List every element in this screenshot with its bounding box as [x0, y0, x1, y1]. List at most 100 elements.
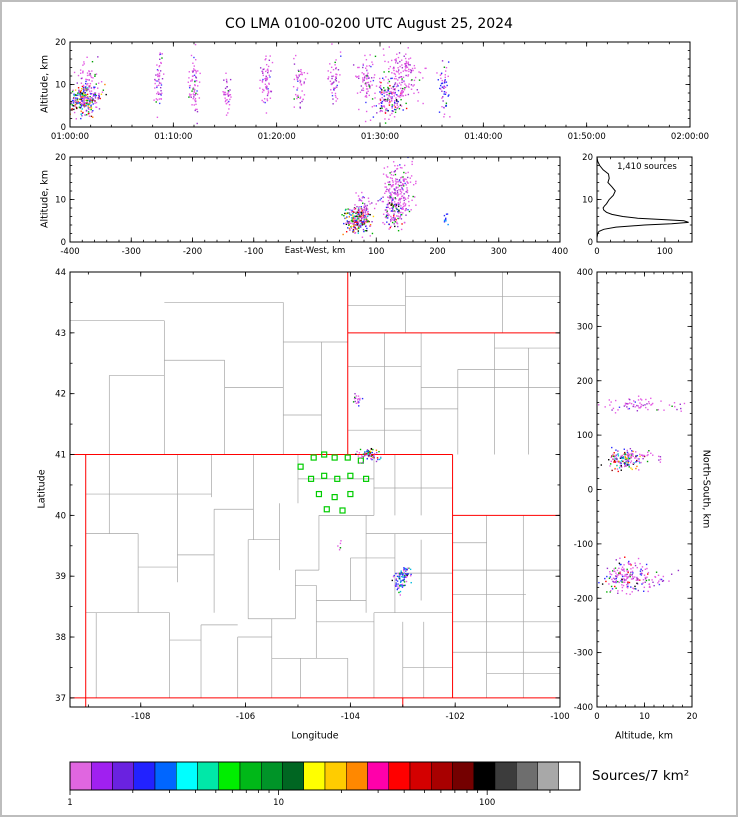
map-y-axis-label: Latitude [36, 469, 48, 509]
svg-text:100: 100 [368, 247, 384, 257]
lma-station-marker [315, 490, 323, 498]
ns-x-axis-label: Altitude, km [615, 730, 673, 742]
svg-text:20: 20 [55, 38, 66, 48]
colorbar-cell [324, 761, 347, 791]
colorbar-cell [388, 761, 411, 791]
svg-text:01:40:00: 01:40:00 [464, 132, 502, 142]
source-count-label: 1,410 sources [617, 162, 677, 172]
svg-text:-200: -200 [574, 594, 593, 604]
ew-x-axis-label: East-West, km [284, 246, 346, 256]
colorbar-cell [154, 761, 177, 791]
svg-text:37: 37 [55, 694, 66, 704]
svg-text:-200: -200 [183, 247, 202, 257]
svg-text:20: 20 [55, 153, 66, 163]
colorbar-cell [409, 761, 432, 791]
svg-text:300: 300 [577, 322, 593, 332]
panel-time-height: 01:00:00 01:10:00 01:20:00 01:30:00 01:40:00… [51, 38, 709, 142]
colorbar-cell [282, 761, 304, 791]
svg-text:1: 1 [67, 798, 72, 808]
panel-east-west-height: -400 -300 -200 -100 100 200 300 400 0 10 20 [55, 153, 568, 257]
svg-text:200: 200 [429, 247, 445, 257]
colorbar-cell [239, 761, 262, 791]
svg-text:42: 42 [55, 390, 66, 400]
colorbar-cell [537, 761, 559, 791]
svg-text:100: 100 [479, 798, 495, 808]
lma-station-marker [321, 472, 328, 479]
svg-text:100: 100 [577, 431, 593, 441]
svg-text:-300: -300 [122, 247, 141, 257]
svg-text:-300: -300 [574, 649, 593, 659]
svg-text:-108: -108 [131, 712, 150, 722]
colorbar: 1 10 100 [67, 761, 581, 808]
panel-map: -108 -106 -104 -102 -100 37 38 39 40 41 42 43 44 [55, 268, 569, 722]
lma-station-marker [321, 451, 328, 458]
colorbar-cell [218, 761, 241, 791]
svg-text:10: 10 [55, 81, 66, 91]
svg-text:200: 200 [577, 377, 593, 387]
svg-text:01:20:00: 01:20:00 [258, 132, 296, 142]
colorbar-cell [558, 761, 581, 791]
svg-text:-100: -100 [244, 247, 263, 257]
svg-text:02:00:00: 02:00:00 [671, 132, 709, 142]
lma-station-marker [344, 454, 351, 461]
svg-text:0: 0 [588, 238, 593, 248]
svg-text:400: 400 [577, 268, 593, 278]
svg-text:39: 39 [55, 572, 66, 582]
lma-station-marker [347, 490, 354, 498]
colorbar-cell [516, 761, 538, 791]
map-x-axis-label: Longitude [291, 730, 339, 742]
svg-text:40: 40 [55, 511, 66, 521]
svg-text:10: 10 [582, 196, 593, 206]
svg-text:400: 400 [552, 247, 568, 257]
svg-text:300: 300 [491, 247, 507, 257]
colorbar-cell [494, 761, 517, 791]
colorbar-cell [91, 761, 113, 791]
svg-text:0: 0 [61, 238, 66, 248]
svg-text:20: 20 [687, 712, 698, 722]
svg-text:44: 44 [55, 268, 66, 278]
lma-station-marker [310, 454, 317, 461]
colorbar-label: Sources/7 km² [592, 768, 690, 784]
panel-altitude-histogram: 0 100 0 10 20 [582, 153, 693, 257]
svg-text:-100: -100 [550, 712, 569, 722]
lma-station-marker [347, 472, 354, 479]
lma-station-marker [323, 506, 330, 513]
panel-north-south-height: 0 10 20 400 300 200 100 0 -100 -200 -300 -400 [574, 268, 698, 722]
colorbar-cell [69, 761, 92, 791]
svg-text:0: 0 [594, 247, 599, 257]
colorbar-cell [112, 761, 134, 791]
colorbar-cell [367, 761, 389, 791]
colorbar-cell [303, 761, 326, 791]
svg-text:10: 10 [273, 798, 284, 808]
svg-text:0: 0 [588, 486, 593, 496]
lma-station-marker [297, 463, 304, 470]
time-height-y-axis-label: Altitude, km [39, 55, 51, 113]
lma-station-marker [307, 475, 315, 482]
figure-title: CO LMA 0100-0200 UTC August 25, 2024 [225, 16, 513, 32]
svg-text:01:30:00: 01:30:00 [361, 132, 399, 142]
colorbar-cell [197, 761, 219, 791]
colorbar-cell [133, 761, 156, 791]
svg-text:0: 0 [61, 123, 66, 133]
svg-text:100: 100 [657, 247, 673, 257]
ew-height-y-axis-label: Altitude, km [39, 170, 51, 228]
lma-station-marker [331, 454, 338, 461]
svg-text:01:00:00: 01:00:00 [51, 132, 89, 142]
svg-text:10: 10 [55, 196, 66, 206]
svg-text:20: 20 [582, 153, 593, 163]
colorbar-cell [346, 761, 368, 791]
svg-text:-400: -400 [574, 703, 593, 713]
lma-station-marker [339, 507, 346, 514]
colorbar-cell [431, 761, 453, 791]
svg-text:0: 0 [594, 712, 599, 722]
svg-text:01:10:00: 01:10:00 [154, 132, 192, 142]
svg-text:-104: -104 [341, 712, 360, 722]
svg-text:38: 38 [55, 633, 66, 643]
altitude-profile-curve [596, 156, 689, 242]
lma-station-marker [362, 475, 370, 482]
svg-text:-400: -400 [60, 247, 79, 257]
svg-text:01:50:00: 01:50:00 [568, 132, 606, 142]
ns-y-axis-label: North-South, km [700, 449, 712, 529]
